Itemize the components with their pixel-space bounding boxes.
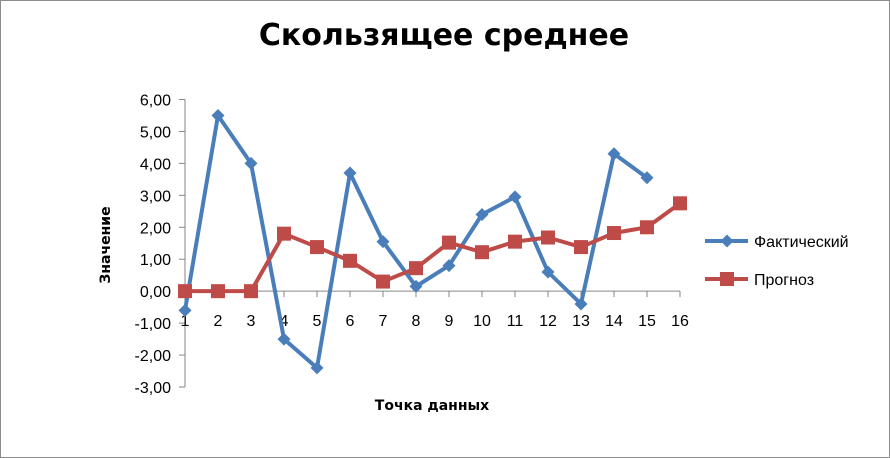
data-point — [277, 332, 291, 346]
data-point — [673, 196, 687, 211]
data-point — [574, 297, 588, 311]
y-tick-label: 3,00 — [140, 188, 171, 205]
x-tick-label: 6 — [346, 313, 355, 330]
data-point — [343, 253, 357, 268]
x-tick-label: 15 — [638, 313, 656, 330]
legend-label: Прогноз — [754, 272, 814, 289]
y-tick-label: 6,00 — [140, 93, 171, 110]
data-point — [310, 240, 324, 255]
x-axis-title: Точка данных — [375, 398, 489, 414]
data-point — [442, 235, 456, 250]
x-tick-label: 2 — [214, 313, 223, 330]
data-point — [211, 284, 225, 299]
chart-title: Скользящее среднее — [258, 18, 630, 53]
y-tick-label: -1,00 — [135, 316, 172, 333]
x-tick-label: 9 — [445, 313, 454, 330]
x-tick-label: 3 — [247, 313, 256, 330]
x-tick-label: 8 — [412, 313, 421, 330]
data-point — [508, 190, 522, 204]
data-point — [376, 235, 390, 249]
legend: Фактический Прогноз — [705, 234, 849, 289]
x-tick-label: 4 — [280, 313, 289, 330]
series-actual — [178, 108, 654, 375]
x-tick-label: 14 — [605, 313, 623, 330]
data-point — [475, 245, 489, 260]
y-tick-label: -2,00 — [135, 348, 172, 365]
legend-marker — [720, 272, 734, 286]
data-point — [541, 265, 555, 279]
series-line — [185, 201, 682, 294]
data-point — [607, 147, 621, 161]
data-point — [178, 303, 192, 317]
legend-marker — [720, 234, 734, 248]
data-point — [376, 274, 390, 289]
data-point — [508, 234, 522, 249]
x-tick-label: 7 — [379, 313, 388, 330]
data-point — [244, 156, 258, 170]
axes: 6,00 5,00 4,00 3,00 2,00 1,00 0,00 -1,00 -2,00 -3… — [135, 93, 689, 398]
y-tick-label: -3,00 — [135, 380, 172, 397]
y-tick-label: 4,00 — [140, 156, 171, 173]
data-point — [409, 279, 423, 293]
data-point — [178, 284, 192, 299]
series-forecast — [178, 196, 687, 299]
x-tick-label: 5 — [313, 313, 322, 330]
legend-label: Фактический — [754, 234, 849, 251]
y-tick-label: 1,00 — [140, 252, 171, 269]
x-tick-label: 13 — [572, 313, 590, 330]
data-point — [409, 261, 423, 276]
x-tick-label: 10 — [473, 313, 491, 330]
data-point — [541, 230, 555, 245]
data-point — [310, 361, 324, 375]
y-axis-title: Значение — [98, 206, 114, 283]
data-point — [574, 240, 588, 255]
data-point — [607, 226, 621, 241]
y-tick-label: 0,00 — [140, 284, 171, 301]
y-tick-label: 5,00 — [140, 124, 171, 141]
x-tick-label: 1 — [181, 313, 190, 330]
data-point — [211, 108, 225, 122]
data-point — [640, 220, 654, 235]
data-point — [640, 171, 654, 185]
x-tick-label: 12 — [539, 313, 557, 330]
data-point — [475, 208, 489, 221]
y-tick-label: 2,00 — [140, 220, 171, 237]
x-tick-label: 11 — [507, 313, 524, 330]
x-tick-label: 16 — [671, 313, 689, 330]
data-point — [343, 166, 357, 180]
data-point — [244, 284, 258, 299]
data-point — [277, 226, 291, 241]
data-point — [442, 259, 456, 273]
series-layer — [178, 108, 687, 375]
